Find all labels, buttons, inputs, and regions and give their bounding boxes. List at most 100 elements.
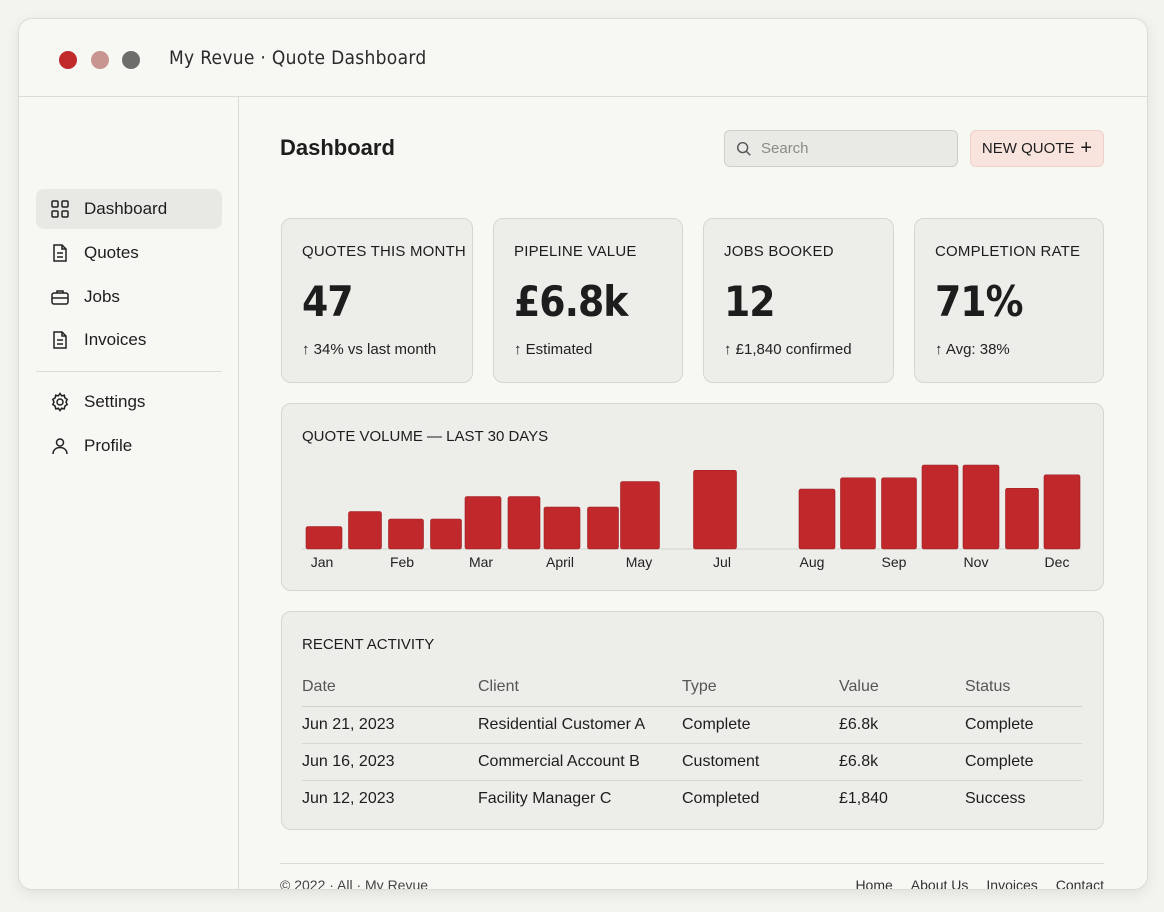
user-icon: [52, 438, 68, 455]
recent-activity-card: RECENT ACTIVITY Date Client Type Value S…: [281, 611, 1104, 830]
sidebar-item-jobs[interactable]: Jobs: [36, 277, 222, 317]
close-window-button[interactable]: [59, 51, 77, 69]
table-row[interactable]: Jun 21, 2023 Residential Customer A Comp…: [302, 706, 1082, 744]
chart-bar[interactable]: [587, 506, 619, 550]
cell-client: Commercial Account B: [478, 743, 682, 781]
footer-copyright: © 2022 · All · My Revue: [280, 877, 429, 890]
stat-value: 71%: [935, 277, 1023, 326]
search-input[interactable]: [761, 140, 941, 157]
search-box[interactable]: [724, 130, 958, 167]
cell-type: Completed: [682, 789, 760, 807]
footer-link-contact[interactable]: Contact: [1055, 877, 1104, 890]
chart-tick-label: May: [626, 554, 652, 570]
page-title: Dashboard: [280, 135, 395, 160]
chart-bar[interactable]: [962, 464, 1000, 550]
chart-tick-label: Mar: [469, 554, 493, 570]
activity-title: RECENT ACTIVITY: [302, 636, 435, 653]
chart-bar[interactable]: [840, 477, 876, 550]
chart-tick-label: Jan: [311, 554, 334, 570]
sidebar-item-label: Quotes: [84, 243, 139, 262]
chart-bar[interactable]: [798, 488, 836, 550]
sidebar-item-label: Invoices: [84, 330, 147, 349]
stat-sub: ↑ 34% vs last month: [302, 341, 437, 358]
chart-tick-label: Aug: [800, 554, 825, 570]
app-window: My Revue · Quote Dashboard Dashboard Quo…: [18, 18, 1148, 890]
chart-bar[interactable]: [1043, 474, 1081, 550]
cell-date: Jun 12, 2023: [302, 789, 395, 807]
chart-bar[interactable]: [1005, 487, 1039, 550]
main-content: Dashboard NEW QUOTE + QUOTES THIS MONTH …: [240, 97, 1147, 890]
minimize-window-button[interactable]: [91, 51, 109, 69]
briefcase-icon: [51, 290, 69, 305]
new-quote-label: NEW QUOTE: [981, 140, 1075, 157]
column-header: Client: [478, 668, 682, 707]
chart-bar[interactable]: [620, 481, 660, 550]
bar-chart: Jan Feb Mar April May Jul Aug Sep Nov Dec: [302, 464, 1082, 570]
cell-client: Facility Manager C: [478, 789, 612, 807]
cell-status: Success: [965, 789, 1026, 807]
chart-bar[interactable]: [921, 464, 959, 550]
sidebar-item-quotes[interactable]: Quotes: [36, 233, 222, 273]
chart-bar[interactable]: [881, 477, 917, 550]
quote-volume-chart: QUOTE VOLUME — LAST 30 DAYS Jan Feb Mar Apr…: [281, 403, 1104, 591]
sidebar-item-dashboard[interactable]: Dashboard: [36, 189, 222, 229]
chart-bar[interactable]: [348, 511, 382, 550]
chart-title: QUOTE VOLUME — LAST 30 DAYS: [302, 428, 549, 445]
chart-bar[interactable]: [693, 469, 737, 550]
sidebar-item-label: Profile: [84, 436, 133, 455]
stat-card-quotes: QUOTES THIS MONTH 47 ↑ 34% vs last month: [281, 218, 473, 383]
cell-status: Complete: [965, 706, 1082, 744]
stat-sub: ↑ £1,840 confirmed: [724, 341, 852, 358]
sidebar-item-settings[interactable]: Settings: [36, 382, 222, 422]
chart-tick-label: April: [546, 554, 574, 570]
stat-card-completion: COMPLETION RATE 71% ↑ Avg: 38%: [914, 218, 1104, 383]
window-title: My Revue · Quote Dashboard: [169, 47, 427, 69]
sidebar-divider: [36, 371, 222, 372]
table-row[interactable]: Jun 12, 2023 Facility Manager C Complete…: [302, 780, 1082, 817]
column-header: Type: [682, 668, 839, 707]
search-icon: [736, 141, 751, 156]
stat-value: 12: [724, 277, 776, 326]
new-quote-button[interactable]: NEW QUOTE +: [970, 130, 1104, 167]
stat-sub: ↑ Avg: 38%: [935, 341, 1010, 358]
chart-tick-label: Jul: [713, 554, 731, 570]
chart-bar[interactable]: [507, 496, 541, 550]
column-header: Date: [302, 668, 478, 707]
document-icon: [53, 331, 67, 349]
table-header-row: Date Client Type Value Status: [302, 668, 1082, 707]
cell-value: £6.8k: [839, 743, 965, 781]
sidebar-item-invoices[interactable]: Invoices: [36, 320, 222, 360]
table-row[interactable]: Jun 16, 2023 Commercial Account B Custom…: [302, 743, 1082, 781]
chart-tick-label: Sep: [882, 554, 907, 570]
maximize-window-button[interactable]: [122, 51, 140, 69]
chart-bar[interactable]: [388, 518, 424, 550]
stat-label: JOBS BOOKED: [724, 243, 834, 260]
sidebar: Dashboard Quotes Jobs Invoices: [19, 97, 239, 889]
chart-tick-label: Dec: [1045, 554, 1070, 570]
chart-tick-label: Feb: [390, 554, 414, 570]
cell-type: Customent: [682, 743, 839, 781]
chart-bar[interactable]: [464, 496, 502, 550]
stat-value: 47: [302, 277, 354, 326]
plus-icon: +: [1080, 136, 1093, 159]
chart-tick-label: Nov: [964, 554, 989, 570]
sidebar-item-profile[interactable]: Profile: [36, 426, 222, 466]
stat-card-jobs: JOBS BOOKED 12 ↑ £1,840 confirmed: [703, 218, 894, 383]
sidebar-item-label: Dashboard: [84, 199, 168, 218]
footer-link-invoices[interactable]: Invoices: [986, 877, 1038, 890]
footer-link-about[interactable]: About Us: [910, 877, 969, 890]
column-header: Value: [839, 668, 965, 707]
footer-link-home[interactable]: Home: [855, 877, 893, 890]
activity-table: Date Client Type Value Status Jun 21, 20…: [302, 668, 1082, 817]
chart-bar[interactable]: [430, 518, 462, 550]
chart-bar[interactable]: [305, 526, 343, 550]
cell-value: £6.8k: [839, 706, 965, 744]
column-header: Status: [965, 668, 1082, 707]
cell-client: Residential Customer A: [478, 706, 682, 744]
stat-label: PIPELINE VALUE: [514, 243, 637, 260]
cell-status: Complete: [965, 743, 1082, 781]
chart-bar[interactable]: [543, 506, 581, 550]
cell-value: £1,840: [839, 789, 888, 807]
gear-icon: [51, 392, 69, 412]
cell-date: Jun 21, 2023: [302, 706, 478, 744]
